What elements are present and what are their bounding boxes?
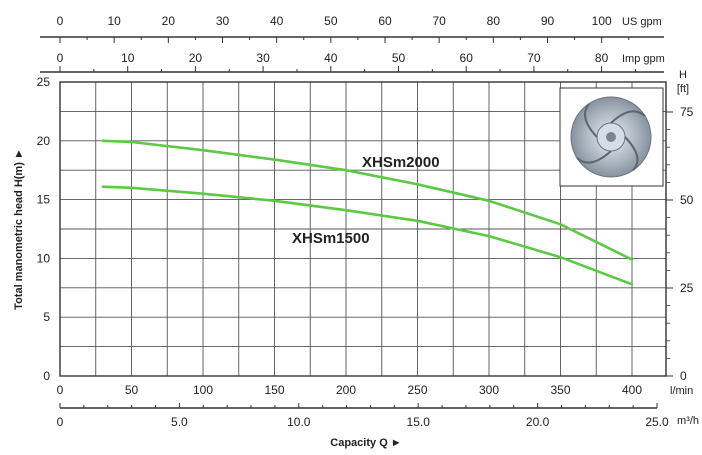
usgpm-tick-label: 40 bbox=[270, 14, 284, 28]
y-tick-label: 0 bbox=[43, 369, 50, 383]
impgpm-tick-label: 10 bbox=[121, 51, 135, 65]
m3h-tick-label: 25.0 bbox=[645, 415, 669, 429]
x-tick-label: 200 bbox=[336, 383, 356, 397]
top-axes: 0 10 20 30 40 50 60 70 80 90 100 US gpm 0 10 20 30 40 50 6… bbox=[40, 14, 665, 73]
usgpm-tick-label: 60 bbox=[378, 14, 392, 28]
right-axis: 0 25 50 75 H [ft] bbox=[666, 69, 694, 383]
ft-tick-label: 0 bbox=[680, 369, 687, 383]
usgpm-tick-label: 20 bbox=[162, 14, 176, 28]
impeller-photo-icon bbox=[570, 96, 652, 178]
x-axis-title: Capacity Q ► bbox=[330, 437, 401, 449]
x-unit-label: l/min bbox=[670, 385, 693, 397]
impgpm-tick-label: 0 bbox=[57, 51, 64, 65]
usgpm-tick-label: 100 bbox=[592, 14, 612, 28]
m3h-unit-label: m³/h bbox=[677, 415, 699, 427]
usgpm-tick-label: 10 bbox=[107, 14, 121, 28]
ft-tick-label: 75 bbox=[680, 105, 694, 119]
usgpm-tick-label: 70 bbox=[432, 14, 446, 28]
m3h-tick-label: 20.0 bbox=[526, 415, 550, 429]
usgpm-unit-label: US gpm bbox=[622, 16, 662, 28]
series-label: XHSm2000 bbox=[362, 154, 440, 171]
y-tick-label: 25 bbox=[37, 75, 51, 89]
impgpm-tick-label: 30 bbox=[256, 51, 270, 65]
impgpm-unit-label: Imp gpm bbox=[622, 53, 665, 65]
m3h-tick-label: 0 bbox=[57, 415, 64, 429]
impgpm-tick-label: 20 bbox=[189, 51, 203, 65]
usgpm-tick-label: 90 bbox=[541, 14, 555, 28]
left-axis: 0 5 10 15 20 25 Total manometric head H(m) ► bbox=[13, 75, 50, 383]
x-tick-label: 350 bbox=[550, 383, 570, 397]
y-tick-label: 15 bbox=[37, 193, 51, 207]
x-tick-label: 300 bbox=[479, 383, 499, 397]
y-axis-title: Total manometric head H(m) ► bbox=[13, 148, 25, 310]
x-tick-label: 0 bbox=[57, 383, 64, 397]
y-tick-label: 10 bbox=[37, 251, 51, 265]
usgpm-tick-label: 50 bbox=[324, 14, 338, 28]
m3h-tick-label: 15.0 bbox=[407, 415, 431, 429]
impeller-photo-inset bbox=[559, 87, 664, 187]
impgpm-tick-label: 40 bbox=[324, 51, 338, 65]
m3h-tick-label: 10.0 bbox=[287, 415, 311, 429]
usgpm-tick-label: 80 bbox=[487, 14, 501, 28]
ft-axis-title: H bbox=[679, 69, 687, 81]
x-tick-label: 50 bbox=[125, 383, 139, 397]
y-tick-label: 20 bbox=[37, 134, 51, 148]
usgpm-tick-label: 0 bbox=[57, 14, 64, 28]
x-tick-label: 150 bbox=[264, 383, 284, 397]
y-tick-label: 5 bbox=[43, 310, 50, 324]
ft-tick-label: 25 bbox=[680, 281, 694, 295]
ft-tick-label: 50 bbox=[680, 193, 694, 207]
x-tick-label: 400 bbox=[622, 383, 642, 397]
impgpm-tick-label: 80 bbox=[595, 51, 609, 65]
usgpm-tick-label: 30 bbox=[216, 14, 230, 28]
curves: XHSm2000 XHSm1500 bbox=[101, 139, 634, 286]
series-line bbox=[101, 185, 634, 286]
x-tick-label: 100 bbox=[193, 383, 213, 397]
impgpm-tick-label: 50 bbox=[392, 51, 406, 65]
bottom-axes: 0 50 100 150 200 250 300 350 400 l/min 0 5.0 10.0 15.… bbox=[57, 383, 699, 449]
m3h-tick-label: 5.0 bbox=[171, 415, 188, 429]
series-label: XHSm1500 bbox=[292, 230, 370, 247]
plot-frame bbox=[59, 81, 667, 377]
impgpm-tick-label: 60 bbox=[460, 51, 474, 65]
ft-axis-unit: [ft] bbox=[677, 83, 689, 95]
impgpm-tick-label: 70 bbox=[527, 51, 541, 65]
x-tick-label: 250 bbox=[407, 383, 427, 397]
